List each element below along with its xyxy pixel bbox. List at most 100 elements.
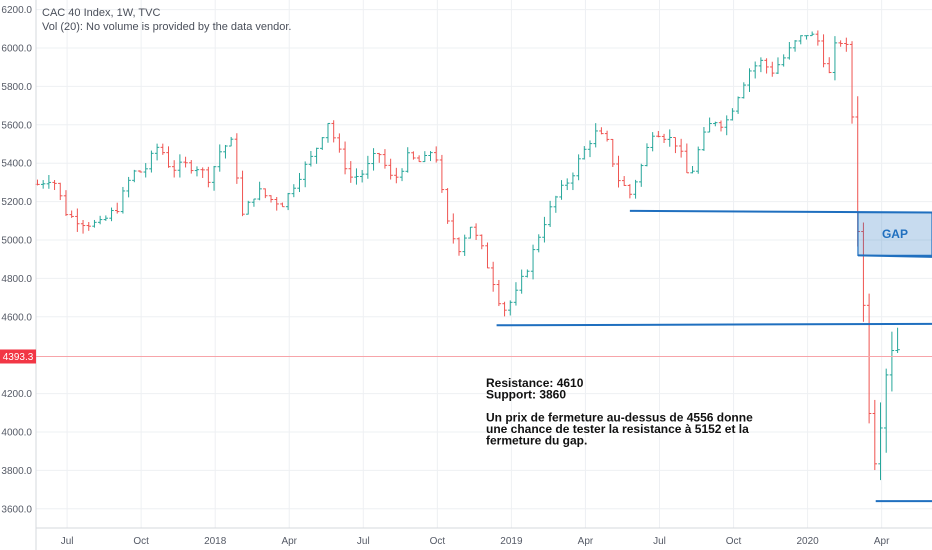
- ohlc-bar: [565, 178, 570, 191]
- ohlc-bar: [126, 176, 131, 198]
- price-tick-label: 5000.0: [1, 236, 32, 247]
- ohlc-bar: [217, 144, 222, 172]
- price-tick-label: 5400.0: [1, 159, 32, 170]
- price-tick-label: 5800.0: [1, 82, 32, 93]
- drawings[interactable]: [496, 209, 932, 503]
- ohlc-bar: [69, 210, 74, 218]
- legend-volume[interactable]: Vol (20): No volume is provided by the d…: [42, 21, 291, 33]
- ohlc-bar: [462, 234, 467, 256]
- ohlc-bar: [866, 293, 872, 424]
- ohlc-bar: [422, 151, 428, 163]
- ohlc-bar: [513, 282, 519, 306]
- ohlc-bar: [770, 61, 775, 77]
- ohlc-bar: [895, 327, 900, 353]
- annotation-line: fermeture du gap.: [486, 434, 587, 448]
- ohlc-bar: [80, 219, 86, 234]
- ohlc-bar: [473, 223, 479, 240]
- ohlc-bar: [525, 269, 530, 278]
- ohlc-bar: [348, 161, 353, 183]
- ohlc-bar: [416, 155, 422, 163]
- ohlc-bar: [792, 40, 798, 52]
- ohlc-bar: [718, 120, 724, 132]
- ohlc-bar: [781, 54, 786, 67]
- ohlc-bar: [530, 244, 536, 280]
- ohlc-bar: [798, 35, 803, 45]
- ohlc-bar: [604, 130, 610, 142]
- ohlc-bar: [166, 146, 171, 168]
- ohlc-bar: [844, 37, 849, 52]
- ohlc-bar: [314, 147, 319, 164]
- time-tick-label: Oct: [726, 536, 742, 547]
- time-tick-label: 2018: [204, 536, 227, 547]
- ohlc-bar: [610, 138, 615, 167]
- ohlc-bar: [559, 180, 564, 200]
- ohlc-bar: [394, 167, 399, 184]
- ohlc-bar: [171, 160, 177, 178]
- time-tick-label: Jul: [61, 536, 74, 547]
- ohlc-bar: [211, 165, 217, 191]
- price-tick-label: 5600.0: [1, 120, 32, 131]
- ohlc-bar: [878, 402, 883, 481]
- ohlc-bar: [838, 40, 843, 47]
- gap-label: GAP: [882, 227, 908, 241]
- ohlc-bar: [434, 146, 439, 163]
- legend-symbol[interactable]: CAC 40 Index, 1W, TVC: [42, 7, 160, 19]
- ohlc-bar: [827, 57, 832, 74]
- ohlc-bar: [821, 34, 826, 68]
- ohlc-bar: [354, 168, 359, 185]
- ohlc-bar: [183, 156, 188, 168]
- ohlc-bar: [240, 170, 245, 217]
- ohlc-bar: [297, 172, 302, 193]
- ohlc-bar: [285, 192, 291, 211]
- time-tick-label: Jul: [653, 536, 666, 547]
- ohlc-bar: [445, 188, 450, 224]
- ohlc-bar: [274, 196, 279, 211]
- ohlc-bar: [678, 138, 684, 158]
- gap-bottom-line[interactable]: [857, 254, 932, 258]
- ohlc-bar: [359, 169, 365, 183]
- time-tick-label: 2020: [796, 536, 819, 547]
- level-line-4556[interactable]: [496, 322, 932, 327]
- price-tick-label: 4200.0: [1, 389, 32, 400]
- price-tick-label: 4000.0: [1, 428, 32, 439]
- ohlc-bar: [63, 190, 69, 216]
- price-tick-label: 6200.0: [1, 5, 32, 16]
- price-tick-label: 6000.0: [1, 44, 32, 55]
- ohlc-bar: [132, 169, 137, 183]
- time-axis[interactable]: Jul Oct 2018 Apr Jul Oct 2019 Apr Jul Oct 2020 Apr: [61, 536, 890, 547]
- ohlc-bar: [764, 58, 769, 74]
- ohlc-bar: [741, 82, 747, 99]
- ohlc-bar: [268, 195, 274, 203]
- ohlc-bar: [257, 181, 262, 201]
- price-tick-label: 4600.0: [1, 312, 32, 323]
- ohlc-bar: [160, 143, 165, 155]
- ohlc-bar: [479, 234, 484, 250]
- ohlc-bar: [547, 200, 553, 227]
- ohlc-bar: [342, 141, 348, 175]
- ohlc-bar: [468, 226, 473, 239]
- ohlc-bar: [599, 127, 604, 135]
- ohlc-bar: [251, 198, 257, 207]
- ohlc-bar: [120, 186, 126, 214]
- price-tick-label: 3800.0: [1, 466, 32, 477]
- ohlc-bar: [633, 179, 638, 199]
- resistance-line-5152[interactable]: [629, 209, 932, 214]
- time-tick-label: Apr: [281, 536, 297, 547]
- price-tick-label: 3600.0: [1, 504, 32, 515]
- ohlc-bar: [177, 154, 183, 178]
- ohlc-bar: [234, 133, 240, 184]
- ohlc-bar: [832, 36, 838, 81]
- ohlc-bar: [884, 368, 889, 453]
- time-tick-label: Apr: [874, 536, 890, 547]
- ohlc-bar: [86, 221, 91, 231]
- price-axis[interactable]: 6200.0 6000.0 5800.0 5600.0 5400.0 5200.0 5000…: [1, 5, 32, 515]
- annotation-line: Un prix de fermeture au-dessus de 4556 d…: [486, 411, 753, 425]
- ohlc-bar: [872, 399, 878, 471]
- ohlc-bar: [92, 219, 97, 228]
- ohlc-bar: [747, 68, 752, 92]
- ohlc-bar: [861, 222, 866, 322]
- ohlc-bar: [228, 136, 234, 147]
- ohlc-bar: [490, 261, 496, 292]
